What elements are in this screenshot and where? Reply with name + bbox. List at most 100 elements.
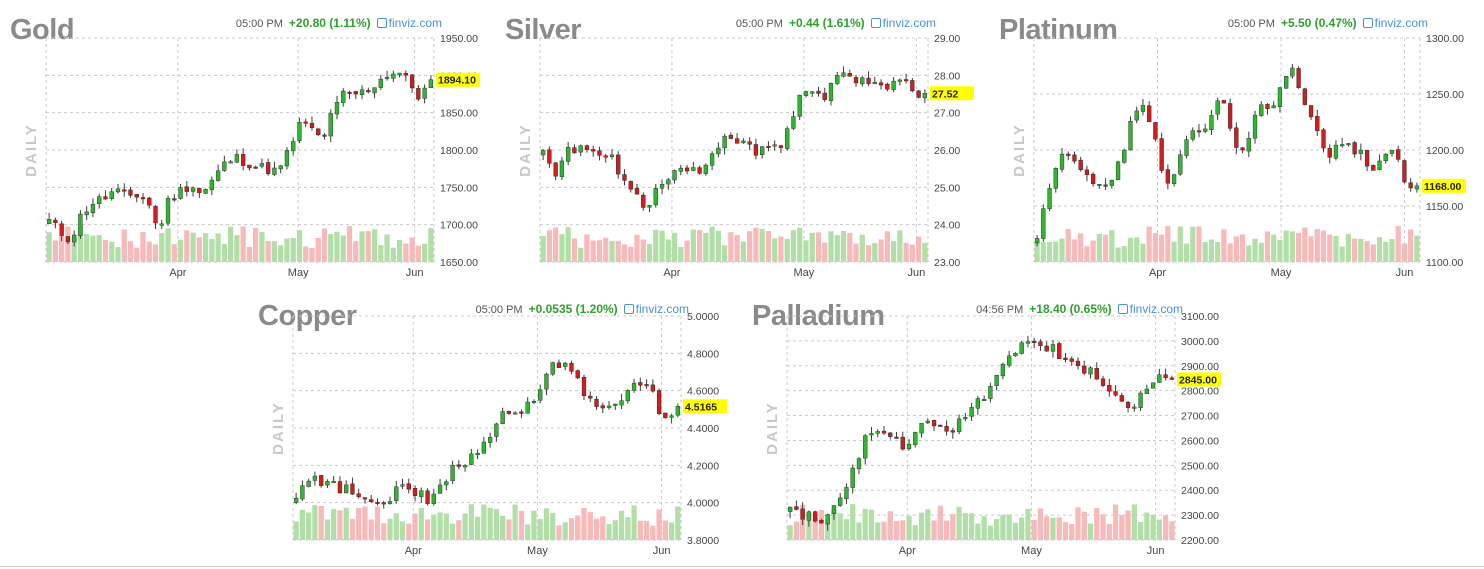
palladium-candle-53 [1119, 395, 1124, 402]
silver-candle-11 [609, 154, 615, 157]
platinum-candle-38 [1271, 105, 1276, 109]
gold-volume-bar-11 [115, 247, 121, 262]
silver-candle-48 [841, 72, 846, 77]
copper-candle-3 [312, 475, 318, 481]
palladium-candle-39 [1032, 340, 1037, 343]
silver-chart-panel: Silver 05:00 PM +0.44 (1.61%) finviz.com DAI… [495, 0, 991, 290]
copper-change: +0.0535 (1.20%) [528, 302, 618, 316]
platinum-volume-bar-26 [1196, 226, 1202, 262]
silver-candle-5 [572, 147, 577, 154]
gold-volume-bar-59 [415, 245, 421, 262]
palladium-volume-bar-46 [1075, 507, 1081, 540]
gold-ytick-3: 1800.00 [440, 145, 478, 157]
palladium-volume-bar-47 [1081, 511, 1087, 540]
palladium-candle-22 [925, 420, 930, 424]
gold-grid [45, 37, 435, 263]
copper-grid [292, 315, 682, 541]
silver-source-link[interactable]: finviz.com [870, 16, 936, 30]
copper-volume-bar-25 [449, 523, 456, 540]
silver-candle-9 [597, 150, 602, 156]
copper-candle-0 [293, 497, 299, 503]
gold-source-link[interactable]: finviz.com [376, 16, 442, 30]
palladium-candle-12 [863, 435, 868, 459]
palladium-volume-bar-11 [856, 522, 862, 540]
platinum-volume-bar-47 [1327, 234, 1333, 262]
platinum-volume-bar-48 [1333, 235, 1339, 262]
gold-volume-bar-31 [240, 226, 246, 262]
copper-volume-bar-28 [468, 504, 474, 540]
platinum-volume-bar-53 [1364, 241, 1370, 262]
gold-candle-30 [234, 154, 240, 163]
gold-volume-bar-36 [271, 241, 278, 262]
silver-header: 05:00 PM +0.44 (1.61%) finviz.com [736, 16, 936, 30]
copper-candle-7 [337, 481, 343, 494]
platinum-candle-40 [1284, 76, 1289, 89]
palladium-candle-40 [1038, 341, 1043, 346]
silver-candle-43 [810, 91, 815, 94]
platinum-ytick-4: 1100.00 [1426, 257, 1463, 269]
palladium-volume-bar-4 [812, 517, 818, 540]
gold-candle-8 [97, 196, 102, 204]
copper-volume-bar-26 [456, 520, 462, 540]
palladium-candle-33 [994, 375, 999, 386]
palladium-change: +18.40 (0.65%) [1029, 302, 1112, 316]
gold-candle-57 [403, 72, 408, 76]
silver-volume-bar-31 [734, 234, 740, 262]
platinum-volume-bar-54 [1370, 244, 1376, 262]
platinum-candle-18 [1147, 105, 1152, 123]
silver-ytick-0: 29.00 [934, 33, 960, 45]
palladium-candle-25 [944, 426, 949, 432]
copper-candle-57 [650, 384, 655, 392]
silver-volume-bar-1 [546, 230, 553, 262]
copper-source-link[interactable]: finviz.com [623, 302, 689, 316]
platinum-volume-bar-52 [1358, 238, 1364, 262]
palladium-source-link[interactable]: finviz.com [1117, 302, 1183, 316]
platinum-volume-bar-6 [1071, 239, 1078, 262]
silver-volume-bar-46 [828, 231, 834, 262]
gold-volume-bar-10 [109, 241, 115, 262]
palladium-candle-6 [825, 514, 830, 525]
platinum-source-link[interactable]: finviz.com [1362, 16, 1428, 30]
platinum-candle-16 [1134, 110, 1139, 121]
copper-xtick-0: Apr [405, 545, 422, 557]
palladium-candle-24 [938, 424, 943, 427]
gold-volume-bar-42 [309, 247, 315, 262]
platinum-volume-bar-40 [1283, 230, 1289, 262]
copper-candle-45 [575, 370, 580, 379]
gold-volume-bar-4 [71, 237, 77, 262]
platinum-candle-15 [1128, 121, 1133, 151]
platinum-volume-bar-5 [1065, 229, 1071, 262]
silver-candle-10 [603, 155, 608, 158]
palladium-candle-36 [1013, 353, 1018, 357]
platinum-volume-bar-1 [1040, 242, 1046, 262]
palladium-volume-bar-25 [943, 520, 950, 540]
copper-volume-bar-36 [518, 510, 525, 540]
platinum-volume-bar-33 [1239, 234, 1246, 262]
copper-candle-6 [331, 481, 336, 484]
platinum-candle-26 [1196, 130, 1202, 133]
palladium-candle-31 [981, 399, 987, 401]
copper-volume-bar-42 [556, 525, 562, 540]
platinum-volume-bar-19 [1152, 233, 1159, 262]
silver-volume-bar-60 [915, 236, 922, 262]
silver-candle-50 [853, 77, 859, 84]
gold-candle-21 [178, 187, 183, 199]
platinum-volume-bar-21 [1165, 226, 1171, 262]
platinum-volume-bar-36 [1258, 242, 1264, 262]
silver-candle-32 [741, 140, 746, 143]
silver-candle-2 [553, 162, 558, 177]
copper-volume-bar-59 [662, 520, 668, 540]
palladium-volume-bar-14 [875, 522, 881, 540]
silver-volume-bar-35 [759, 228, 765, 262]
gold-volume-bar-35 [265, 241, 271, 262]
gold-candle-24 [197, 188, 202, 194]
silver-volume-bar-45 [822, 242, 828, 262]
gold-ytick-6: 1650.00 [440, 257, 478, 269]
silver-last-price-box [930, 86, 974, 101]
gold-candle-25 [203, 189, 208, 194]
gold-volume-bar-43 [315, 237, 321, 262]
gold-volume-bar-44 [321, 228, 328, 262]
palladium-candle-38 [1025, 341, 1031, 344]
copper-volume-bar-15 [387, 518, 393, 540]
copper-volume-bar-49 [600, 516, 606, 540]
